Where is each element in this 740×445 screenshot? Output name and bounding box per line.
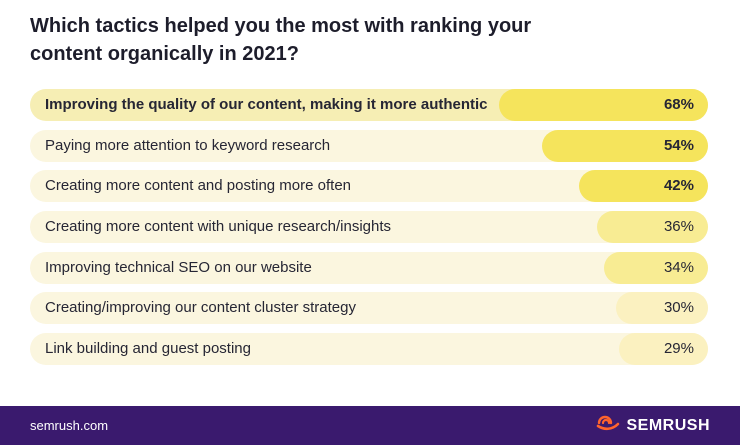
semrush-logo-icon <box>596 414 620 437</box>
bar-value-label: 42% <box>663 177 694 195</box>
bar-row: Creating more content with unique resear… <box>30 211 708 244</box>
brand-logo: SEMRUSH <box>596 406 710 445</box>
bar-row: Creating/improving our content cluster s… <box>30 292 708 325</box>
bar <box>597 211 708 244</box>
footer-bar: semrush.com SEMRUSH <box>0 406 740 445</box>
bar-row: Creating more content and posting more o… <box>30 170 708 203</box>
bar-row: Link building and guest posting 29% <box>30 333 708 366</box>
bar-label: Link building and guest posting <box>45 340 251 358</box>
bar-row: Improving the quality of our content, ma… <box>30 89 708 121</box>
bar <box>499 89 708 121</box>
bar-row: Paying more attention to keyword researc… <box>30 129 708 162</box>
brand-name: SEMRUSH <box>626 416 710 434</box>
footer-url[interactable]: semrush.com <box>30 418 109 433</box>
bar-chart: Improving the quality of our content, ma… <box>30 89 708 374</box>
bar <box>542 129 708 162</box>
bar-label: Paying more attention to keyword researc… <box>45 136 331 154</box>
bar-label: Improving the quality of our content, ma… <box>45 96 488 113</box>
bar-label: Creating more content with unique resear… <box>45 218 392 236</box>
bar-value-label: 30% <box>663 299 694 317</box>
bar-value-label: 68% <box>663 96 694 113</box>
bar-label: Creating more content and posting more o… <box>45 177 352 195</box>
bar-row: Improving technical SEO on our website 34… <box>30 251 708 284</box>
bar <box>616 292 708 325</box>
bar <box>604 251 708 284</box>
bar <box>619 333 708 366</box>
bar-value-label: 36% <box>663 218 694 236</box>
bar-label: Creating/improving our content cluster s… <box>45 299 356 317</box>
bar-value-label: 34% <box>663 258 694 276</box>
bar <box>579 170 708 203</box>
bar-value-label: 54% <box>663 136 694 154</box>
bar-value-label: 29% <box>663 340 694 358</box>
bar-label: Improving technical SEO on our website <box>45 258 312 276</box>
chart-title: Which tactics helped you the most with r… <box>30 15 532 65</box>
